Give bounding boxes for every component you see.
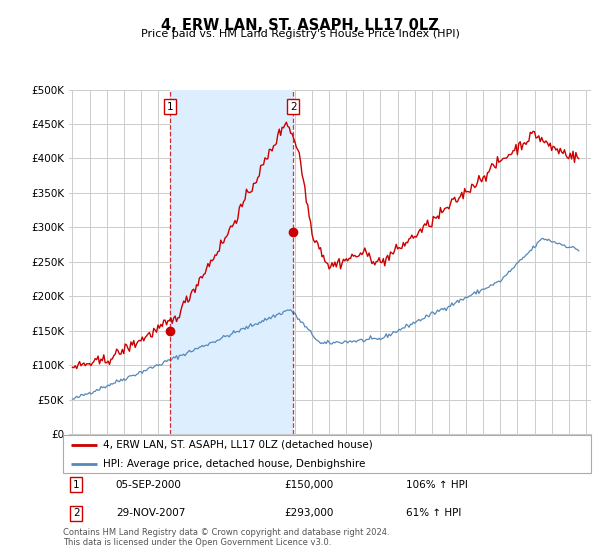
- Text: 2: 2: [73, 508, 80, 519]
- Text: 61% ↑ HPI: 61% ↑ HPI: [406, 508, 461, 519]
- Text: Price paid vs. HM Land Registry's House Price Index (HPI): Price paid vs. HM Land Registry's House …: [140, 29, 460, 39]
- Text: 1: 1: [73, 479, 80, 489]
- Text: 106% ↑ HPI: 106% ↑ HPI: [406, 479, 468, 489]
- Text: 4, ERW LAN, ST. ASAPH, LL17 0LZ (detached house): 4, ERW LAN, ST. ASAPH, LL17 0LZ (detache…: [103, 440, 373, 450]
- Text: HPI: Average price, detached house, Denbighshire: HPI: Average price, detached house, Denb…: [103, 459, 365, 469]
- Bar: [170, 90, 293, 434]
- Text: 05-SEP-2000: 05-SEP-2000: [116, 479, 182, 489]
- Text: 29-NOV-2007: 29-NOV-2007: [116, 508, 185, 519]
- Text: £150,000: £150,000: [285, 479, 334, 489]
- Text: 4, ERW LAN, ST. ASAPH, LL17 0LZ: 4, ERW LAN, ST. ASAPH, LL17 0LZ: [161, 18, 439, 33]
- Text: 2: 2: [290, 102, 296, 112]
- FancyBboxPatch shape: [63, 435, 591, 473]
- Text: Contains HM Land Registry data © Crown copyright and database right 2024.
This d: Contains HM Land Registry data © Crown c…: [63, 528, 389, 548]
- Text: 1: 1: [166, 102, 173, 112]
- Text: £293,000: £293,000: [285, 508, 334, 519]
